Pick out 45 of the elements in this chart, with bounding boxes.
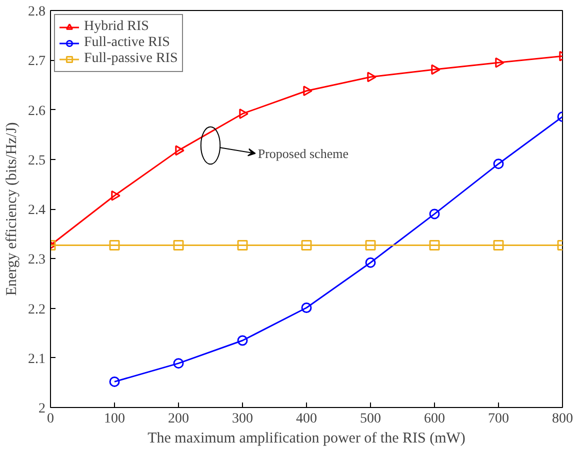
point [495, 57, 504, 68]
point [301, 302, 312, 313]
point [109, 376, 120, 387]
x-tick-label: 800 [552, 412, 573, 426]
y-tick-label: 2.6 [28, 104, 46, 119]
point [367, 72, 376, 82]
y-tick-label: 2.4 [28, 203, 46, 218]
point [239, 108, 248, 119]
x-tick-label: 200 [168, 412, 189, 426]
point [365, 240, 376, 250]
point [111, 190, 120, 201]
point [429, 240, 440, 250]
y-tick-label: 2.5 [28, 153, 46, 168]
legend-label: Full-passive RIS [84, 51, 178, 67]
x-tick-label: 600 [424, 412, 445, 426]
annotation: Proposed scheme [258, 146, 349, 161]
y-tick-label: 2.1 [28, 352, 46, 367]
y-tick-label: 2.7 [28, 54, 46, 70]
point [301, 240, 312, 250]
y-tick-label: 2.3 [28, 252, 46, 268]
point [173, 240, 184, 250]
point [237, 240, 248, 250]
x-tick-label: 0 [47, 412, 54, 426]
point [429, 208, 440, 220]
y-tick-label: 2 [38, 402, 46, 416]
x-tick-label: 300 [232, 412, 253, 426]
point [493, 240, 504, 250]
y-tick-label: 2.2 [28, 302, 46, 318]
point [173, 358, 184, 369]
x-tick-label: 100 [104, 412, 125, 426]
point [365, 257, 376, 268]
x-tick-label: 400 [296, 412, 317, 426]
legend-label: Hybrid RIS [84, 19, 149, 35]
point [237, 335, 248, 346]
point [493, 158, 504, 170]
x-axis-title: The maximum amplification power of the RIS (mW) [148, 430, 466, 446]
y-axis-title: Energy efficiency (bits/Hz/J) [4, 122, 20, 296]
x-tick-label: 500 [360, 412, 381, 426]
point [175, 145, 184, 156]
legend-label: Full-active RIS [84, 35, 170, 51]
y-tick-label: 2.8 [28, 4, 46, 20]
point [431, 64, 440, 75]
point [109, 240, 120, 250]
point [303, 86, 312, 96]
x-tick-label: 700 [488, 412, 509, 426]
